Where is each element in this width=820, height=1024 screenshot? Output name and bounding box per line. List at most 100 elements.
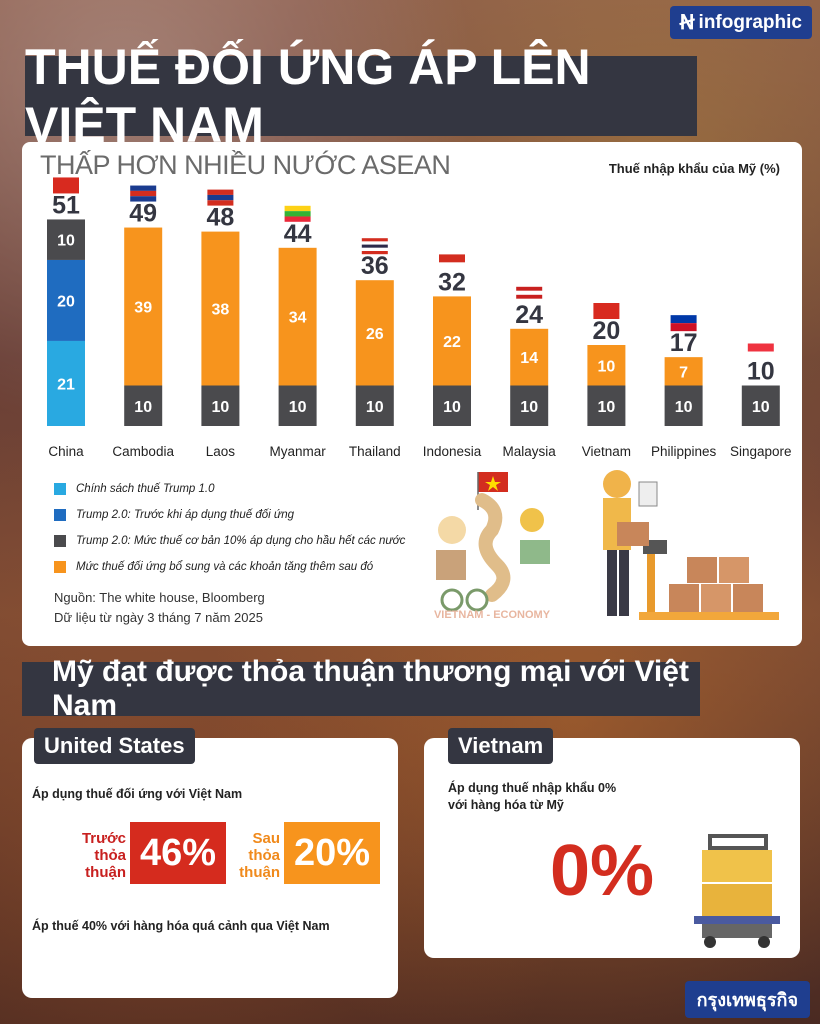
legend-item: Trump 2.0: Trước khi áp dụng thuế đối ứn… xyxy=(54,502,405,528)
legend-label: Mức thuế đối ứng bổ sung và các khoản tă… xyxy=(76,561,374,573)
page-title: THUẾ ĐỐI ỨNG ÁP LÊN VIỆT NAM xyxy=(25,39,591,153)
after-value: 20% xyxy=(284,822,380,884)
total-label: 44 xyxy=(284,220,312,248)
date-line: Dữ liệu từ ngày 3 tháng 7 năm 2025 xyxy=(54,610,263,625)
total-label: 36 xyxy=(361,252,389,280)
title-banner: THUẾ ĐỐI ỨNG ÁP LÊN VIỆT NAM xyxy=(25,39,697,153)
vietnam-card: Vietnam Áp dụng thuế nhập khẩu 0% với hà… xyxy=(424,728,800,958)
data-label: 34 xyxy=(289,310,307,327)
legend-item: Chính sách thuế Trump 1.0 xyxy=(54,476,405,502)
flag-stripe xyxy=(207,194,234,201)
data-label: 10 xyxy=(752,399,770,416)
flag-stripe xyxy=(747,343,774,352)
us-card: United States Áp dụng thuế đối ứng với V… xyxy=(22,728,398,998)
data-label: 14 xyxy=(520,350,538,367)
x-tick-label: China xyxy=(48,444,84,459)
data-label: 39 xyxy=(134,300,152,317)
data-label: 38 xyxy=(212,302,230,319)
flag-stripe xyxy=(361,241,388,245)
flag-stripe xyxy=(516,286,543,291)
data-label: 10 xyxy=(598,399,616,416)
vietnam-text: Áp dụng thuế nhập khẩu 0% với hàng hóa t… xyxy=(448,780,616,814)
data-label: 10 xyxy=(134,399,152,416)
total-label: 10 xyxy=(747,358,775,386)
vietnam-value: 0% xyxy=(550,831,655,911)
legend-swatch xyxy=(54,509,66,521)
flag-stripe xyxy=(130,190,157,197)
flag-stripe xyxy=(439,254,465,263)
bar-segment xyxy=(201,231,240,386)
bar-segment xyxy=(278,385,317,426)
singapore-flag-icon xyxy=(747,343,774,360)
brand-n-icon: Ꞥ xyxy=(679,12,695,34)
illustration-caption: VIETNAM - ECONOMY xyxy=(434,609,551,620)
bar-segment xyxy=(278,247,317,386)
bar-segment xyxy=(355,385,394,426)
bar-segment xyxy=(355,280,394,386)
us-tab: United States xyxy=(34,728,195,764)
flag-stripe xyxy=(207,189,234,195)
flag-stripe xyxy=(361,244,388,248)
bar-segment xyxy=(47,340,85,426)
before-caption-line: thỏa xyxy=(94,847,126,864)
data-label: 10 xyxy=(675,399,693,416)
data-label: 26 xyxy=(366,326,384,343)
bar-segment xyxy=(124,385,163,426)
bar-chart: 21 20 10 51 China 10 39 49 Cambodia 10 38 48 Laos 10 3… xyxy=(47,177,792,459)
x-tick-label: Indonesia xyxy=(423,444,482,459)
cart-illustration xyxy=(694,834,780,948)
flag-stripe xyxy=(439,262,465,271)
data-label: 7 xyxy=(679,364,688,381)
flag-stripe xyxy=(361,247,388,251)
cambodia-flag-icon xyxy=(130,185,157,202)
bar-segment xyxy=(587,345,626,386)
flag-stripe xyxy=(284,216,311,222)
after-caption: Sau thỏa thuận xyxy=(226,830,280,881)
brand-logo: Ꞥ infographic xyxy=(669,6,812,39)
total-label: 49 xyxy=(129,200,157,228)
total-label: 17 xyxy=(670,329,698,357)
legend-item: Trump 2.0: Mức thuế cơ bản 10% áp dụng c… xyxy=(54,528,405,554)
legend-swatch xyxy=(54,483,66,495)
chart-legend: Chính sách thuế Trump 1.0 Trump 2.0: Trướ… xyxy=(54,476,405,580)
us-text-transit: Áp thuế 40% với hàng hóa quá cảnh qua Vi… xyxy=(32,919,330,933)
before-caption-line: Trước xyxy=(81,830,126,847)
data-label: 10 xyxy=(57,233,75,250)
data-label: 20 xyxy=(57,293,75,310)
flag-stripe xyxy=(670,323,697,332)
footer-brand: กรุงเทพธุรกิจ xyxy=(684,981,810,1018)
bar-segment xyxy=(664,357,703,386)
data-label: 22 xyxy=(443,334,461,351)
legend-label: Trump 2.0: Mức thuế cơ bản 10% áp dụng c… xyxy=(76,535,406,547)
vietnam-text-line: Áp dụng thuế nhập khẩu 0% xyxy=(448,781,617,795)
flag-stripe xyxy=(284,211,311,217)
flag-stripe xyxy=(516,298,543,303)
myanmar-flag-icon xyxy=(284,205,311,222)
brand-name: infographic xyxy=(698,11,802,33)
bar-segment xyxy=(664,385,703,426)
x-tick-label: Vietnam xyxy=(582,444,631,459)
flag-stripe xyxy=(130,185,157,191)
bar-segment xyxy=(741,385,780,426)
data-label: 10 xyxy=(443,399,461,416)
before-caption: Trước thỏa thuận xyxy=(70,830,126,881)
bar-segment xyxy=(124,227,163,386)
bar-segment xyxy=(201,385,240,426)
section-title: Mỹ đạt được thỏa thuận thương mại với Vi… xyxy=(22,655,700,722)
after-caption-line: Sau xyxy=(252,830,280,847)
legend-swatch xyxy=(54,535,66,547)
data-label: 10 xyxy=(366,399,384,416)
x-tick-label: Laos xyxy=(206,444,236,459)
legend-label: Trump 2.0: Trước khi áp dụng thuế đối ứn… xyxy=(76,509,294,521)
bar-segment xyxy=(47,259,85,341)
before-caption-line: thuận xyxy=(85,864,126,881)
flag-stripe xyxy=(130,196,157,202)
y-axis-label: Thuế nhập khẩu của Mỹ (%) xyxy=(608,161,780,176)
x-tick-label: Malaysia xyxy=(503,444,557,459)
data-label: 10 xyxy=(598,358,616,375)
bar-segment xyxy=(433,385,471,426)
x-tick-label: Philippines xyxy=(651,444,717,459)
vietnam-text-line: với hàng hóa từ Mỹ xyxy=(448,798,564,812)
legend-swatch xyxy=(54,561,66,573)
x-tick-label: Thailand xyxy=(349,444,401,459)
